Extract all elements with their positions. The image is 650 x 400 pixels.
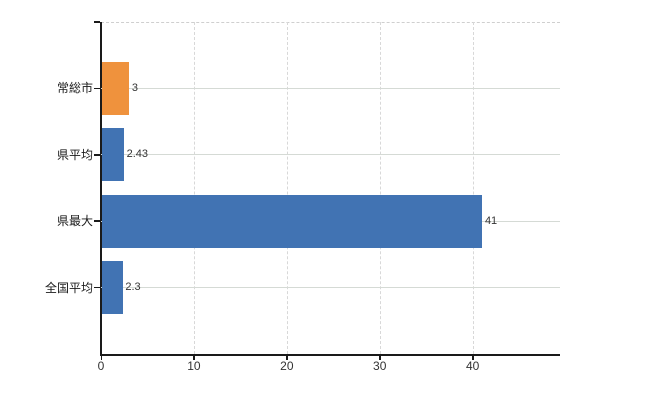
y-axis-top-tick	[94, 21, 100, 23]
x-tick-label: 0	[97, 359, 105, 373]
x-axis-line	[100, 354, 560, 356]
x-axis-tick	[286, 356, 288, 360]
y-category-label: 全国平均	[44, 280, 93, 295]
row-gridline	[101, 287, 560, 289]
vertical-gridline	[472, 22, 474, 354]
vertical-gridline	[286, 22, 288, 354]
bar-value-label: 2.3	[125, 281, 141, 294]
bar-value-label: 41	[484, 214, 498, 227]
y-axis-tick	[94, 220, 100, 222]
bar-4	[101, 261, 123, 315]
y-axis-tick	[94, 154, 100, 156]
bar-value-label: 3	[131, 81, 138, 94]
vertical-gridline	[379, 22, 381, 354]
bar-3	[101, 194, 483, 248]
y-category-label: 県最大	[56, 214, 93, 229]
y-axis-line	[100, 22, 102, 354]
bar-2	[101, 128, 125, 182]
y-axis-tick	[94, 286, 100, 289]
x-tick-label: 40	[465, 359, 480, 373]
x-tick-label: 20	[280, 359, 294, 373]
row-gridline	[101, 87, 560, 89]
bar-1	[101, 61, 130, 115]
x-tick-label: 10	[187, 359, 201, 373]
vertical-gridline	[193, 22, 195, 354]
row-gridline	[101, 154, 560, 156]
plot-top-border	[101, 22, 560, 23]
x-axis-tick	[193, 356, 195, 360]
bar-value-label: 2.43	[126, 148, 148, 161]
plot-area: 3 2.43 41 2.3	[94, 21, 560, 360]
x-tick-label: 30	[373, 359, 387, 373]
y-category-label: 県平均	[56, 147, 93, 162]
x-axis-tick	[379, 356, 381, 360]
x-axis-tick	[100, 356, 102, 360]
x-axis-tick	[472, 356, 474, 360]
y-category-label: 常総市	[56, 81, 93, 96]
y-axis-tick	[94, 87, 100, 90]
